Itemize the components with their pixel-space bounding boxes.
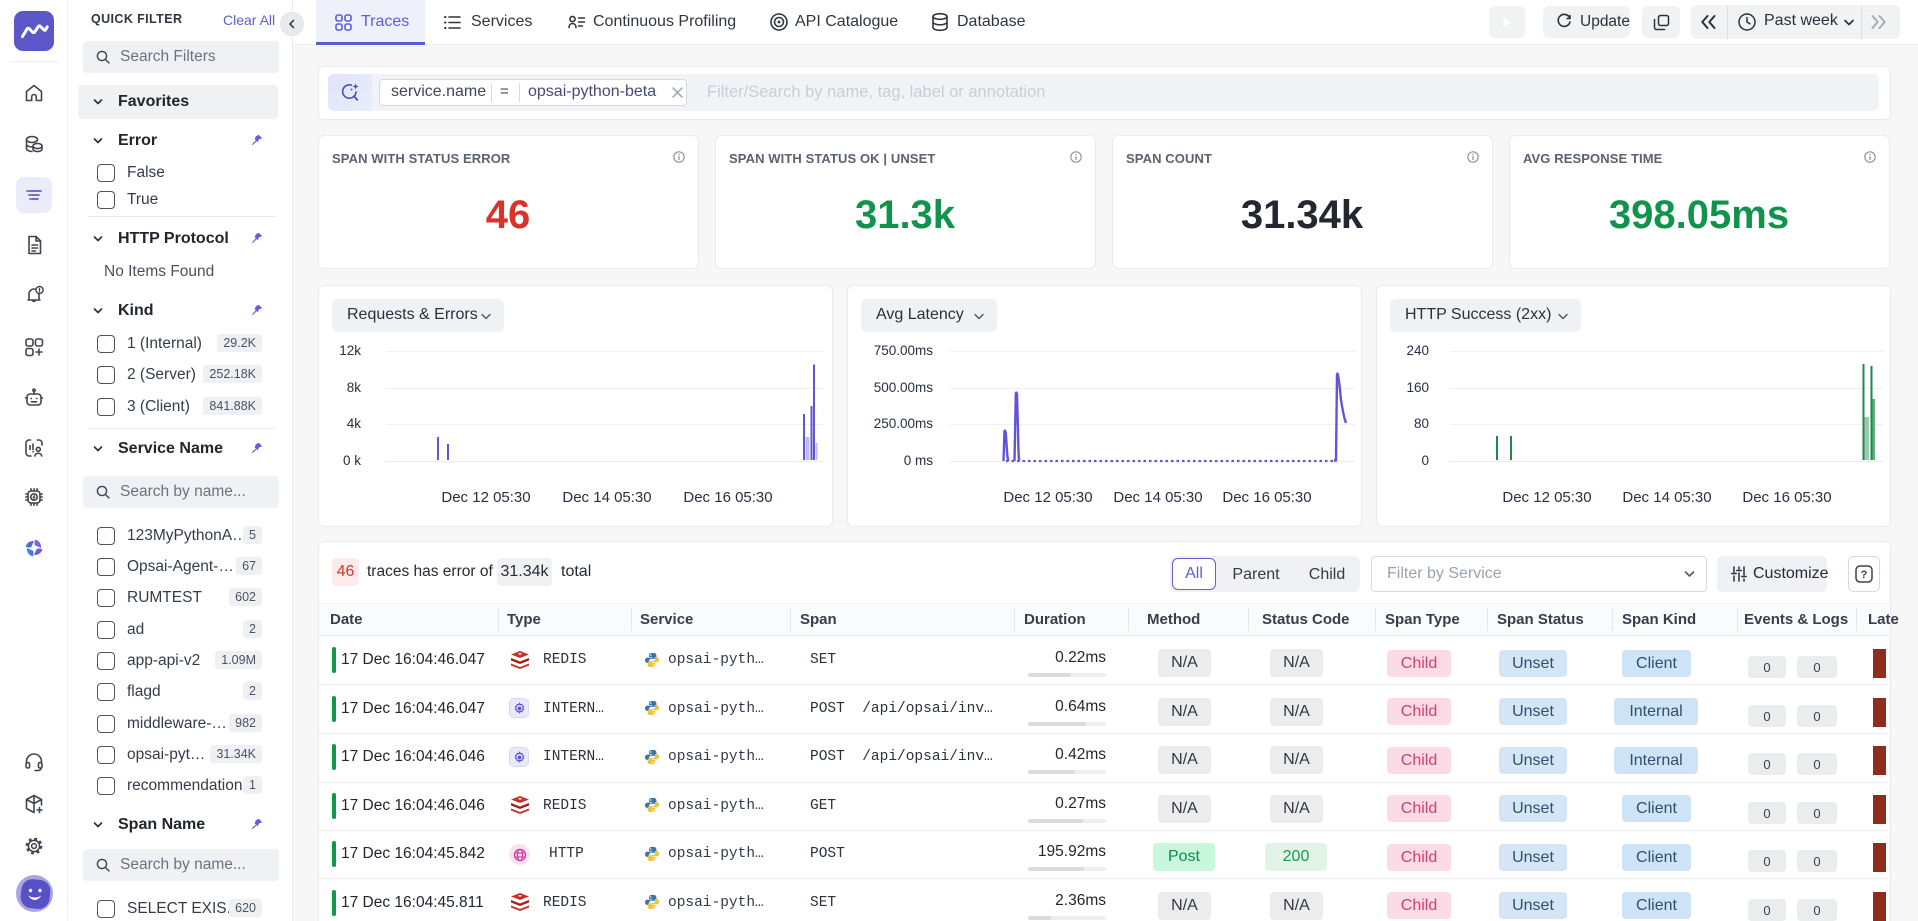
svg-text:?: ? xyxy=(1861,569,1868,581)
